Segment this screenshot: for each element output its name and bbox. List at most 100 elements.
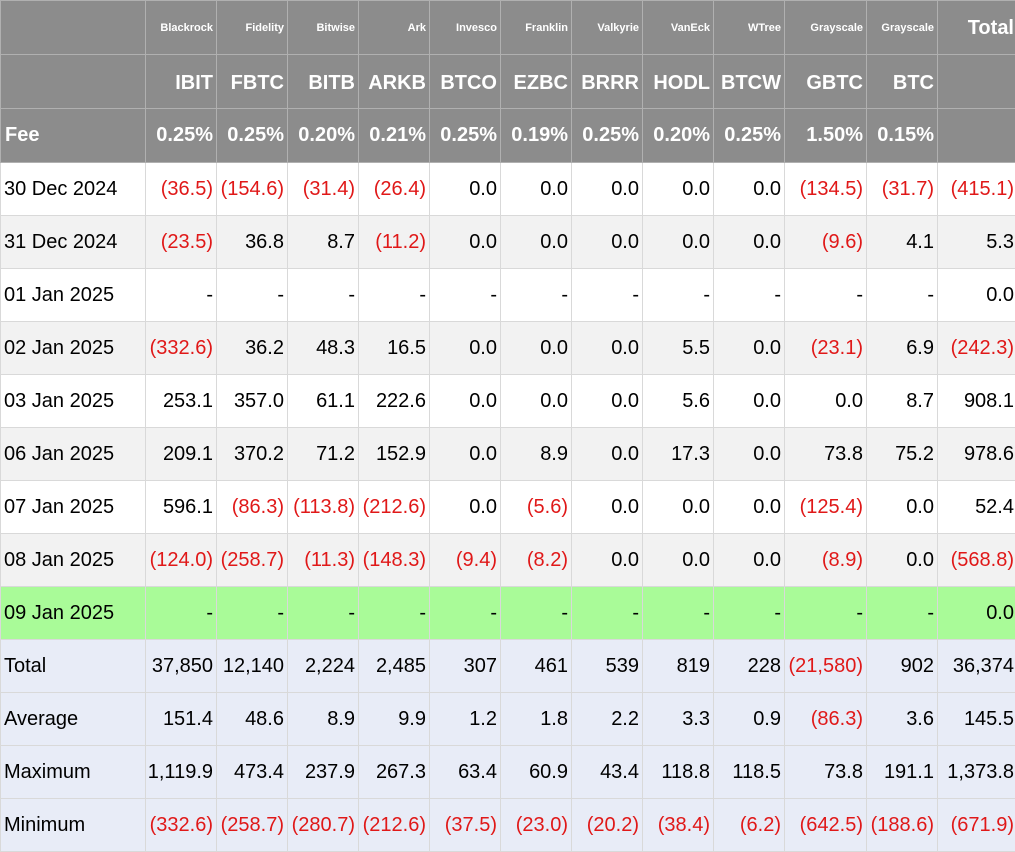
flow-value: 75.2: [867, 428, 938, 481]
summary-value: (642.5): [785, 799, 867, 852]
summary-value: 0.9: [714, 693, 785, 746]
row-total: (568.8): [938, 534, 1015, 587]
issuer-header: Blackrock: [146, 1, 217, 55]
fee-cell: 0.25%: [714, 109, 785, 163]
flow-value: (86.3): [217, 481, 288, 534]
summary-value: (280.7): [288, 799, 359, 852]
fee-cell: 0.25%: [217, 109, 288, 163]
flow-value: 16.5: [359, 322, 430, 375]
flow-value: (154.6): [217, 163, 288, 216]
flow-value: (332.6): [146, 322, 217, 375]
flow-value: 0.0: [572, 428, 643, 481]
flow-value: 0.0: [643, 534, 714, 587]
ticker-header: BITB: [288, 55, 359, 109]
flow-value: 0.0: [572, 163, 643, 216]
summary-value: 73.8: [785, 746, 867, 799]
flow-value: 0.0: [572, 534, 643, 587]
summary-value: 8.9: [288, 693, 359, 746]
ticker-header: EZBC: [501, 55, 572, 109]
flow-value: (212.6): [359, 481, 430, 534]
flow-value: (148.3): [359, 534, 430, 587]
summary-value: 9.9: [359, 693, 430, 746]
flow-value: 596.1: [146, 481, 217, 534]
flow-value: 253.1: [146, 375, 217, 428]
summary-value: 191.1: [867, 746, 938, 799]
flow-value: 8.9: [501, 428, 572, 481]
summary-value: (188.6): [867, 799, 938, 852]
flow-value: -: [643, 269, 714, 322]
summary-label: Minimum: [1, 799, 146, 852]
flow-value: (125.4): [785, 481, 867, 534]
flow-value: -: [867, 269, 938, 322]
summary-value: 2,485: [359, 640, 430, 693]
row-total: 0.0: [938, 269, 1015, 322]
flow-value: 0.0: [572, 375, 643, 428]
summary-value: (332.6): [146, 799, 217, 852]
flow-value: 0.0: [572, 481, 643, 534]
flow-value: 17.3: [643, 428, 714, 481]
flow-value: -: [867, 587, 938, 640]
flow-value: 0.0: [430, 481, 501, 534]
summary-value: (20.2): [572, 799, 643, 852]
row-total: (415.1): [938, 163, 1015, 216]
empty-header-cell: [938, 109, 1015, 163]
flow-value: 0.0: [430, 163, 501, 216]
flow-value: 0.0: [501, 216, 572, 269]
flow-value: 152.9: [359, 428, 430, 481]
table-row: 01 Jan 2025-----------0.0: [1, 269, 1015, 322]
flow-value: 0.0: [501, 322, 572, 375]
flow-value: 0.0: [714, 428, 785, 481]
row-date: 06 Jan 2025: [1, 428, 146, 481]
summary-value: 43.4: [572, 746, 643, 799]
flow-value: 209.1: [146, 428, 217, 481]
flow-value: 0.0: [572, 322, 643, 375]
corner-cell: [1, 55, 146, 109]
summary-value: 118.5: [714, 746, 785, 799]
row-date: 30 Dec 2024: [1, 163, 146, 216]
flow-value: 4.1: [867, 216, 938, 269]
flow-value: -: [572, 587, 643, 640]
ticker-header: BTCO: [430, 55, 501, 109]
ticker-header: GBTC: [785, 55, 867, 109]
row-date: 31 Dec 2024: [1, 216, 146, 269]
summary-value: 237.9: [288, 746, 359, 799]
flow-value: (8.2): [501, 534, 572, 587]
total-column-header: Total: [938, 1, 1015, 55]
summary-value: (258.7): [217, 799, 288, 852]
flow-value: 73.8: [785, 428, 867, 481]
summary-value: 1.2: [430, 693, 501, 746]
flow-value: 0.0: [643, 216, 714, 269]
flow-value: 36.2: [217, 322, 288, 375]
row-total: 5.3: [938, 216, 1015, 269]
flow-value: 48.3: [288, 322, 359, 375]
summary-value: 2,224: [288, 640, 359, 693]
issuer-header: Ark: [359, 1, 430, 55]
summary-label: Maximum: [1, 746, 146, 799]
fee-cell: 0.21%: [359, 109, 430, 163]
fee-cell: 0.25%: [572, 109, 643, 163]
issuer-header: Invesco: [430, 1, 501, 55]
flow-value: -: [146, 587, 217, 640]
summary-value: 151.4: [146, 693, 217, 746]
fee-cell: 0.20%: [288, 109, 359, 163]
ticker-header: BTC: [867, 55, 938, 109]
flow-value: 0.0: [430, 428, 501, 481]
ticker-header: FBTC: [217, 55, 288, 109]
fee-cell: 0.25%: [146, 109, 217, 163]
summary-total: 1,373.8: [938, 746, 1015, 799]
flow-value: -: [714, 587, 785, 640]
summary-value: 819: [643, 640, 714, 693]
flow-value: 61.1: [288, 375, 359, 428]
flow-value: -: [217, 269, 288, 322]
summary-value: 48.6: [217, 693, 288, 746]
row-total: 978.6: [938, 428, 1015, 481]
flow-value: 36.8: [217, 216, 288, 269]
flow-value: 0.0: [430, 216, 501, 269]
summary-value: (23.0): [501, 799, 572, 852]
